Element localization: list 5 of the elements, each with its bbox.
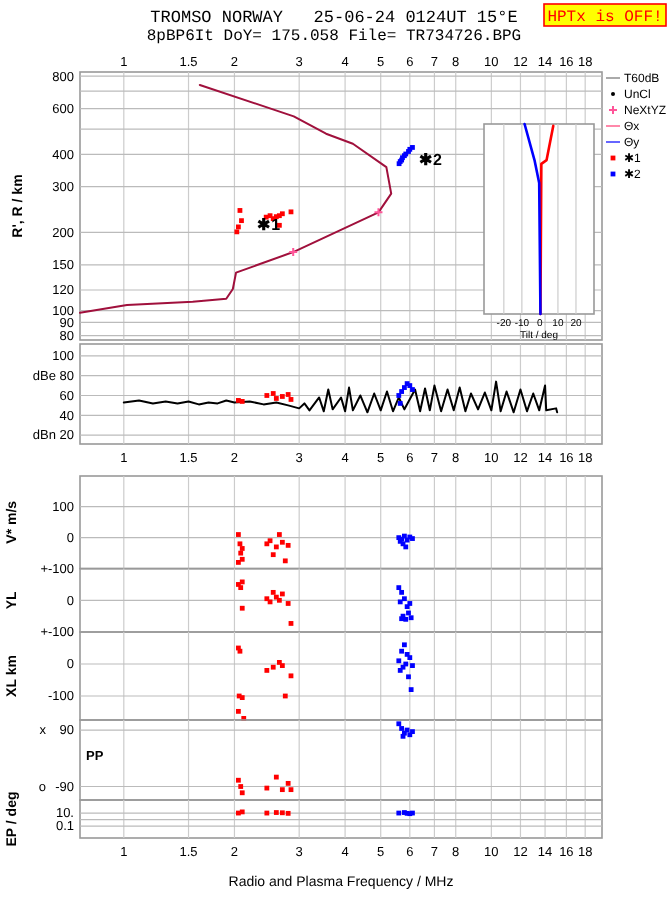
text: HPTx is OFF! [547,9,663,27]
annotation: ✱1 [257,216,282,235]
chart-title: TROMSO NORWAY 25-06-24 0124UT 15°E [150,8,518,28]
annotation: ✱2 [419,150,444,169]
chart-subtitle: 8pBP6It DoY= 175.058 File= TR734726.BPG [146,28,522,46]
